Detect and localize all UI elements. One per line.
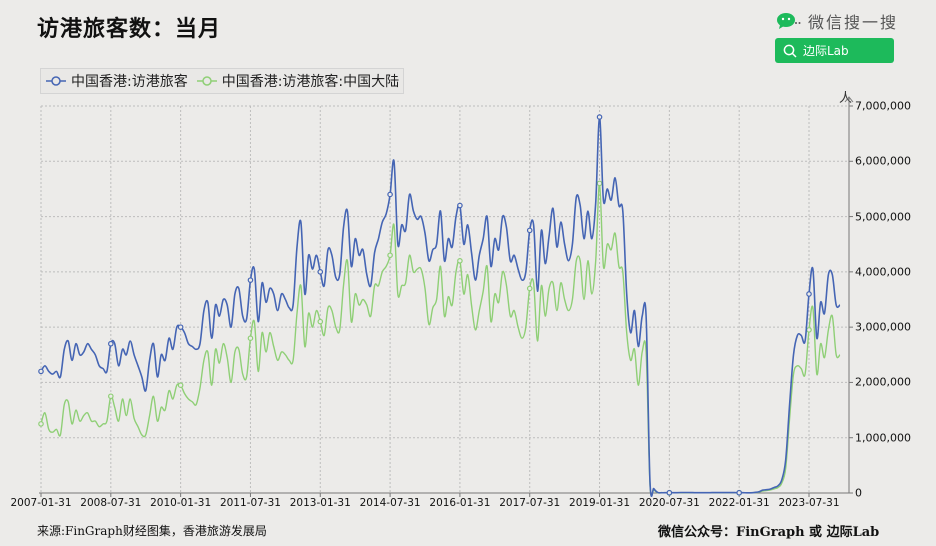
legend-label-total: 中国香港:访港旅客 — [71, 74, 188, 90]
data-point-marker — [38, 368, 44, 375]
search-icon — [783, 44, 797, 58]
chart-legend: 中国香港:访港旅客 中国香港:访港旅客:中国大陆 — [40, 68, 405, 94]
data-point-marker — [38, 421, 44, 427]
y-tick-label: 6,000,000 — [855, 154, 911, 168]
data-point-marker — [108, 393, 114, 400]
x-tick-label: 2022-01-31 — [708, 497, 770, 509]
legend-item-mainland[interactable]: 中国香港:访港旅客:中国大陆 — [196, 71, 399, 91]
y-tick-label: 0 — [855, 486, 862, 500]
legend-item-total[interactable]: 中国香港:访港旅客 — [45, 71, 188, 91]
wechat-logo-icon — [776, 12, 802, 30]
y-tick-label: 5,000,000 — [855, 210, 911, 224]
data-point-marker — [247, 277, 254, 283]
source-note: 来源:FinGraph财经图集，香港旅游发展局 — [37, 524, 267, 538]
data-point-marker — [387, 252, 393, 259]
x-tick-label: 2011-07-31 — [219, 497, 281, 509]
y-tick-label: 4,000,000 — [855, 265, 911, 279]
x-tick-label: 2023-07-31 — [778, 497, 840, 509]
data-point-marker — [526, 285, 533, 292]
x-tick-label: 2014-07-31 — [359, 497, 421, 509]
wechat-search-brand: 微信搜一搜 — [776, 9, 898, 33]
data-point-marker — [177, 382, 184, 388]
y-tick-label: 7,000,000 — [855, 99, 911, 113]
x-tick-label: 2007-01-31 — [10, 497, 72, 509]
y-tick-label: 2,000,000 — [855, 375, 911, 389]
data-point-marker — [247, 335, 254, 342]
y-tick-label: 3,000,000 — [855, 320, 911, 334]
data-point-marker — [806, 327, 812, 333]
legend-line-marker-icon — [196, 76, 217, 86]
legend-label-mainland: 中国香港:访港旅客:中国大陆 — [221, 74, 400, 90]
data-point-marker — [736, 489, 742, 496]
data-point-marker — [108, 340, 114, 347]
series-line-total — [40, 116, 841, 498]
data-point-marker — [596, 180, 603, 187]
x-tick-label: 2019-01-31 — [569, 497, 631, 509]
legend-line-marker-icon — [46, 76, 66, 86]
x-tick-label: 2013-01-31 — [289, 497, 351, 509]
data-point-marker — [596, 114, 603, 120]
data-point-marker — [806, 291, 812, 297]
x-tick-label: 2017-07-31 — [499, 497, 561, 509]
wechat-account-note: 微信公众号：FinGraph 或 边际Lab — [658, 525, 880, 540]
data-point-marker — [457, 257, 463, 264]
data-point-marker — [177, 324, 184, 330]
data-point-marker — [666, 489, 673, 496]
page-title: 访港旅客数：当月 — [37, 17, 222, 42]
data-point-marker — [457, 202, 463, 209]
x-tick-label: 2008-07-31 — [80, 497, 142, 509]
x-tick-label: 2020-07-31 — [638, 497, 700, 509]
data-point-marker — [317, 318, 324, 325]
series-line-mainland — [40, 182, 841, 497]
search-button-label: 边际Lab — [803, 44, 849, 58]
data-point-marker — [317, 269, 324, 275]
data-point-marker — [387, 191, 393, 198]
x-tick-label: 2016-01-31 — [429, 497, 491, 509]
x-tick-label: 2010-01-31 — [150, 497, 212, 509]
search-button[interactable]: 边际Lab — [775, 38, 894, 63]
y-tick-label: 1,000,000 — [855, 431, 911, 445]
wechat-brand-text: 微信搜一搜 — [808, 13, 899, 32]
data-point-marker — [526, 227, 533, 234]
